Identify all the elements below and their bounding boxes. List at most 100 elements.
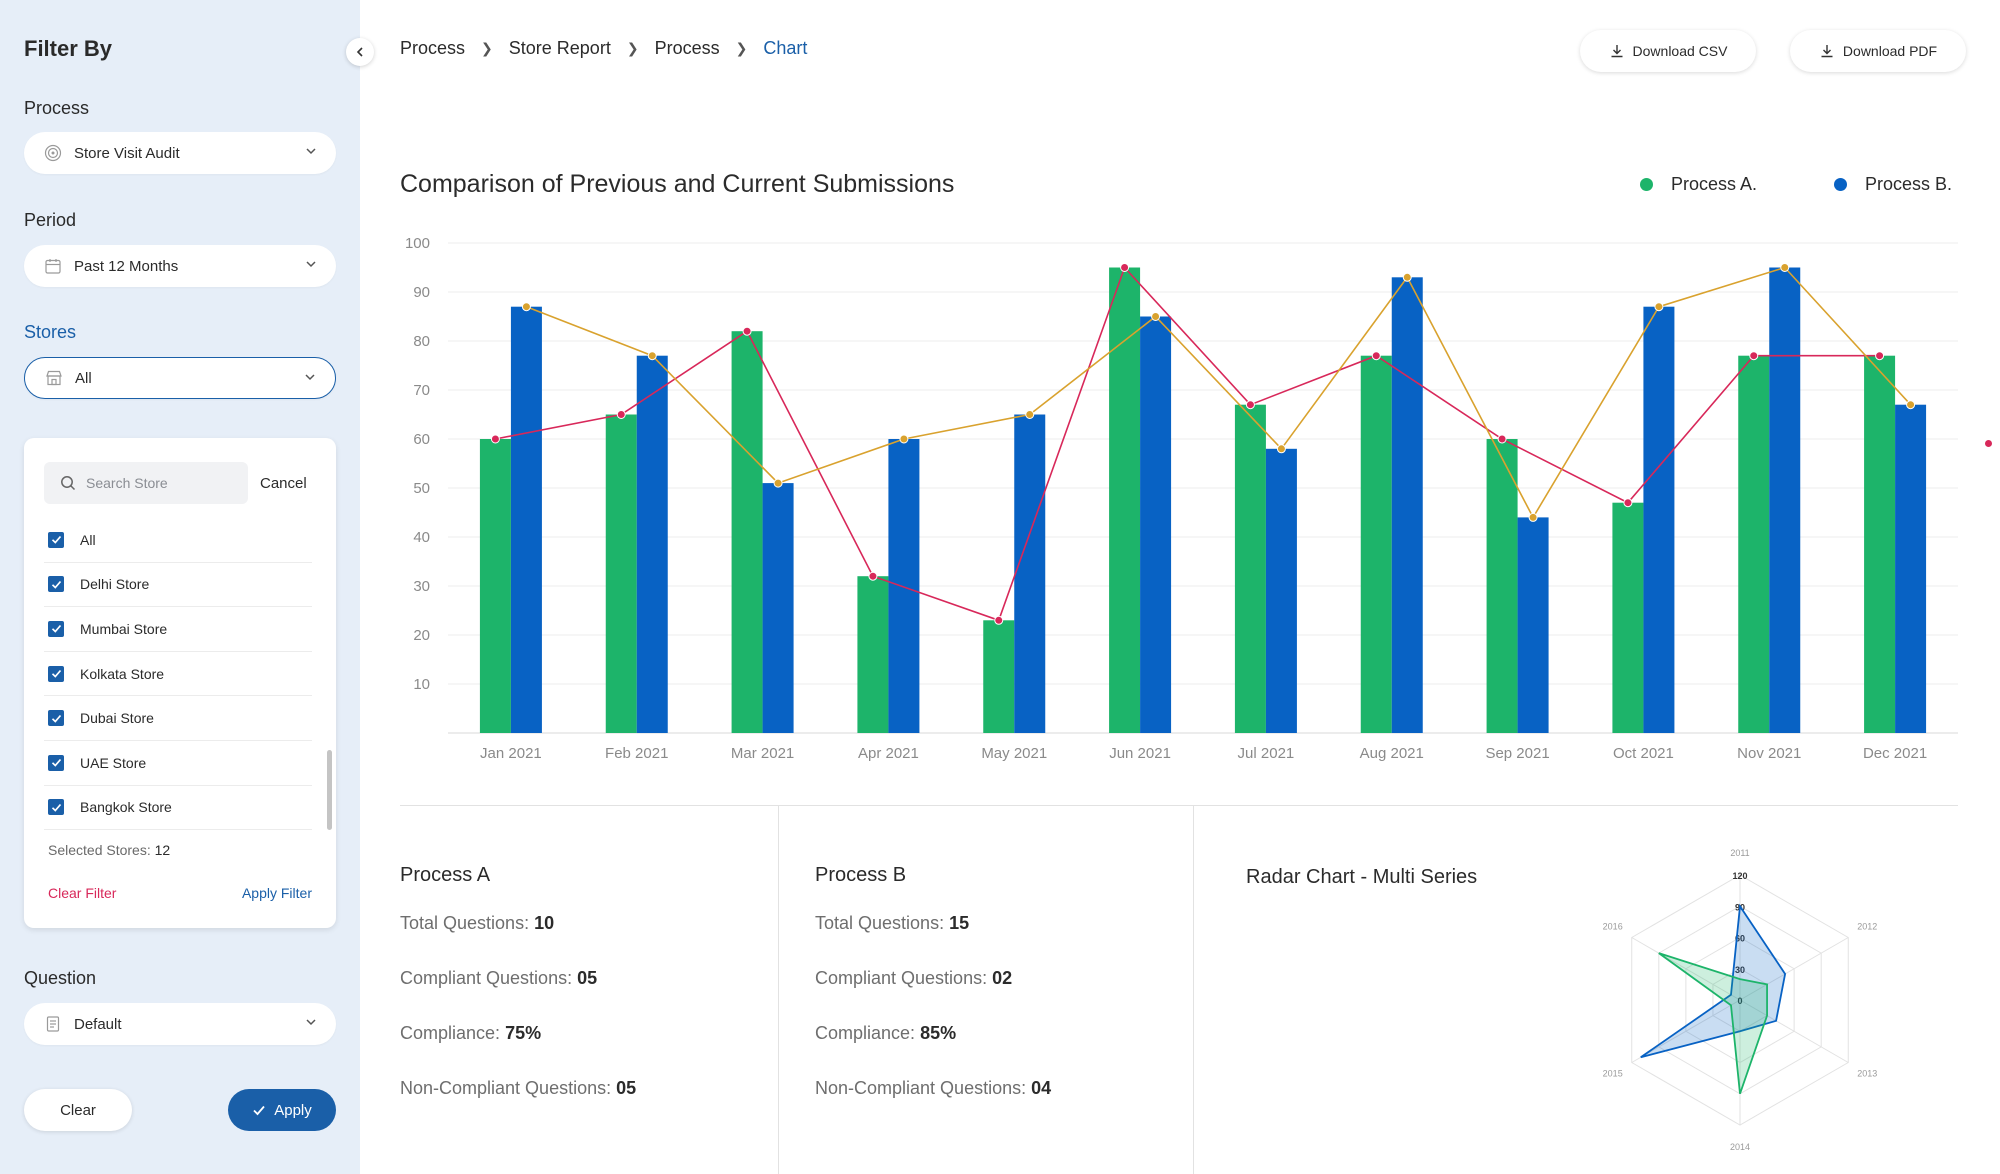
checkbox-checked-icon[interactable] [48, 754, 64, 771]
trend-line [526, 266, 1912, 520]
checkbox-checked-icon[interactable] [48, 710, 64, 727]
process-select[interactable]: Store Visit Audit [24, 132, 336, 174]
download-icon [1821, 45, 1833, 58]
breadcrumb-item[interactable]: Process [400, 38, 466, 58]
bar-chart: 10 20 30 40 50 60 70 80 90 100 Jan 2021 Feb 2021 Mar… [405, 235, 1958, 762]
stores-label: Stores [24, 322, 77, 342]
period-label: Period [24, 210, 77, 230]
legend-process-b[interactable]: Process B. [1834, 174, 1952, 195]
line-point [773, 478, 783, 488]
document-icon [44, 1015, 62, 1033]
chevron-down-icon [306, 148, 316, 155]
checkbox-checked-icon[interactable] [48, 576, 64, 593]
radar-axis-label: 2013 [1857, 1069, 1877, 1079]
process-label: Process [24, 98, 90, 118]
bar-process-a [731, 331, 763, 733]
stat-label: Total Questions: [400, 913, 530, 933]
store-list-item[interactable]: UAE Store [44, 741, 312, 786]
stat-label: Compliance: [815, 1023, 916, 1043]
stat-label: Compliant Questions: [400, 968, 573, 988]
question-select[interactable]: Default [24, 1003, 336, 1045]
store-name: Kolkata Store [80, 665, 165, 682]
line-point [1025, 410, 1035, 419]
breadcrumb-item[interactable]: Process [654, 38, 720, 58]
store-list-item[interactable]: Kolkata Store [44, 652, 312, 697]
bar-process-b [1391, 277, 1423, 733]
legend-process-a[interactable]: Process A. [1640, 174, 1757, 195]
chevron-right-icon: ❯ [481, 40, 493, 56]
collapse-sidebar-button[interactable] [346, 38, 374, 66]
bar-process-a [605, 414, 637, 733]
x-tick-label: May 2021 [981, 745, 1047, 762]
clear-button[interactable]: Clear [24, 1089, 132, 1131]
store-list-item[interactable]: Dubai Store [44, 696, 312, 741]
bar-process-a [1738, 355, 1770, 733]
line-point [1402, 272, 1412, 282]
store-list-item[interactable]: All [44, 518, 312, 563]
bar-process-a [857, 576, 889, 733]
legend-label: Process A. [1671, 174, 1758, 194]
breadcrumb: Process ❯ Store Report ❯ Process ❯ Chart [400, 38, 807, 59]
store-dropdown-panel: Search Store Cancel All Delhi Store Mumbai… [24, 438, 336, 928]
line-point [1623, 498, 1633, 508]
radar-axis-label: 2015 [1603, 1069, 1623, 1079]
bar-process-b [1769, 267, 1801, 733]
y-tick-label: 70 [413, 382, 430, 399]
clear-filter-link[interactable]: Clear Filter [48, 885, 117, 901]
column-divider [778, 805, 779, 1174]
store-list-item[interactable]: Mumbai Store [44, 607, 312, 652]
download-csv-button[interactable]: Download CSV [1580, 30, 1756, 72]
x-tick-label: Oct 2021 [1613, 745, 1674, 762]
radar-tick-label: 30 [1735, 965, 1745, 975]
apply-filter-link[interactable]: Apply Filter [241, 885, 312, 901]
radar-chart-title: Radar Chart - Multi Series [1246, 866, 1478, 888]
x-tick-label: Nov 2021 [1737, 745, 1801, 762]
checkbox-checked-icon[interactable] [48, 799, 64, 816]
checkbox-checked-icon[interactable] [48, 531, 64, 548]
store-list-item[interactable]: Delhi Store [44, 563, 312, 608]
line-point [1276, 444, 1286, 454]
sidebar-title: Filter By [24, 36, 113, 61]
process-b-noncompliant: Non-Compliant Questions: 04 [815, 1078, 1051, 1099]
store-name: Delhi Store [80, 576, 150, 593]
radar-series-area [1640, 903, 1787, 1059]
stat-value: 15 [949, 913, 970, 933]
selected-stores-value: 12 [154, 842, 171, 858]
apply-button[interactable]: Apply [228, 1089, 336, 1131]
bar-process-b [1895, 404, 1927, 733]
radar-tick-label: 0 [1737, 996, 1742, 1006]
stores-select-value: All [75, 369, 92, 387]
store-name: Bangkok Store [80, 799, 172, 816]
bar-process-a [983, 620, 1015, 733]
y-tick-label: 80 [413, 333, 430, 350]
x-tick-label: Mar 2021 [731, 745, 794, 762]
checkbox-checked-icon[interactable] [48, 665, 64, 682]
y-tick-label: 10 [413, 676, 430, 693]
y-tick-label: 50 [413, 480, 430, 497]
y-tick-label: 20 [413, 627, 430, 644]
chart-title: Comparison of Previous and Current Submi… [400, 170, 955, 198]
x-tick-label: Aug 2021 [1360, 745, 1424, 762]
bar-process-b [1140, 316, 1172, 733]
cancel-search-button[interactable]: Cancel [260, 475, 307, 492]
checkbox-checked-icon[interactable] [48, 620, 64, 637]
store-search-input[interactable]: Search Store [44, 462, 248, 504]
download-pdf-button[interactable]: Download PDF [1790, 30, 1966, 72]
radar-series-area [1658, 952, 1768, 1095]
trend-line [495, 265, 1880, 622]
stat-value: 85% [920, 1023, 957, 1043]
period-select[interactable]: Past 12 Months [24, 245, 336, 287]
radar-spoke [1739, 999, 1849, 1063]
column-divider [1193, 805, 1194, 1174]
chevron-down-icon [305, 374, 315, 381]
stat-label: Total Questions: [815, 913, 945, 933]
search-icon [61, 476, 76, 491]
scrollbar-thumb[interactable] [327, 750, 332, 830]
stat-label: Non-Compliant Questions: [815, 1078, 1027, 1098]
stores-select[interactable]: All [24, 357, 336, 399]
breadcrumb-item[interactable]: Store Report [508, 38, 611, 58]
store-icon [45, 369, 63, 387]
process-a-noncompliant: Non-Compliant Questions: 05 [400, 1078, 636, 1099]
line-point [647, 351, 657, 361]
store-list-item[interactable]: Bangkok Store [44, 786, 312, 831]
